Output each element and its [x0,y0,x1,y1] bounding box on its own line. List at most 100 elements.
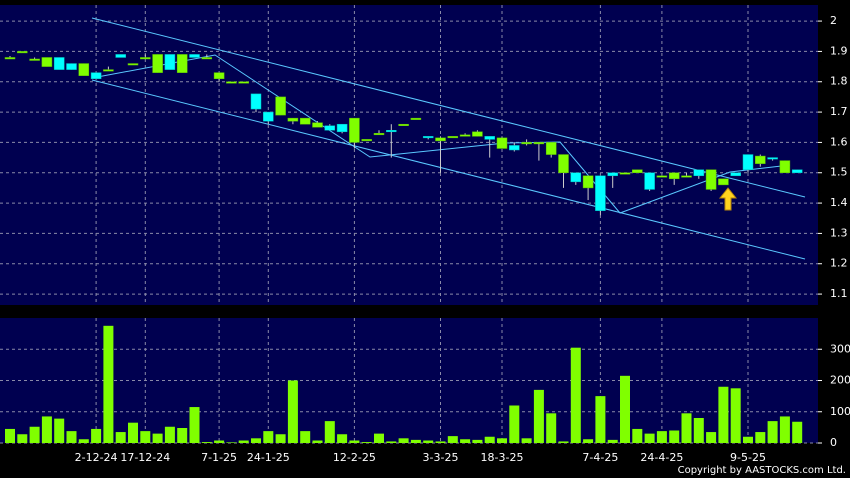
candle-body [791,169,803,173]
candle-body [78,63,90,76]
volume-bar [300,431,311,443]
candle-body [447,136,459,139]
candle-body [386,130,397,133]
candle-body [484,136,495,140]
volume-bar [312,440,323,443]
volume-bar [706,432,717,443]
candle-body [582,175,594,189]
volume-bar [521,438,532,443]
candle-body [656,175,668,178]
y-tick-label: 1.3 [830,226,848,239]
volume-bar [177,428,188,443]
volume-bar [533,389,544,443]
volume-bar [546,413,557,443]
candle-body [17,51,28,54]
candle-body [681,175,692,178]
volume-bar [607,439,618,443]
y-tick-label: 200 [830,374,850,387]
upper-channel [91,17,806,198]
volume-bar [5,428,15,443]
volume-bar [66,431,77,443]
candle-body [767,157,778,160]
volume-bar [779,416,790,443]
y-tick-label: 0 [830,436,837,449]
y-tick-label: 1.6 [830,135,848,148]
candle-body [4,57,16,60]
candle-body [668,172,680,180]
candle-body [238,81,249,84]
volume-bar [189,407,200,443]
candle-body [619,172,631,175]
candle-body [730,172,741,177]
candle-body [127,63,139,66]
y-tick-label: 1.9 [830,44,848,57]
candle-body [545,142,557,155]
volume-bar [324,421,335,443]
candle-body [66,63,77,70]
marks [4,51,803,443]
candle-body [164,54,176,70]
y-tick-label: 1.8 [830,75,848,88]
candle-body [533,142,545,145]
volume-bar [681,413,692,443]
volume-bar [152,433,163,443]
volume-bar [447,436,458,443]
candle-body [632,169,643,173]
copyright: Copyright by AASTOCKS.com Ltd. [678,465,846,476]
x-tick-label: 9-5-25 [730,451,766,464]
x-tick-label: 3-3-25 [423,451,459,464]
volume-bar [644,433,655,443]
volume-bar [755,432,766,443]
candle-body [115,54,126,58]
y-tick-label: 1.7 [830,105,848,118]
volume-bar [275,434,286,443]
candle-body [312,122,323,128]
volume-bar [374,433,384,443]
candle-body [361,139,372,142]
price-panel [0,5,818,305]
candle-body [607,172,618,177]
volume-bar [423,440,434,443]
candle-body [595,175,606,211]
candle-body [521,142,532,145]
candle-body [693,169,705,177]
x-tick-label: 17-12-24 [120,451,170,464]
candle-body [53,57,65,70]
candle-body [213,72,225,79]
candle-body [336,123,348,133]
volume-bar [140,431,151,443]
volume-bar [91,428,102,443]
volume-bar [472,439,483,443]
candle-body [349,117,360,143]
candle-body [398,123,409,126]
candle-body [29,58,40,61]
candle-body [176,54,188,73]
volume-bar [792,421,803,443]
volume-bar [115,432,126,443]
volume-bar [743,436,753,443]
volume-bar [620,375,630,443]
volume-bar [251,438,261,443]
candle-body [189,54,200,58]
volume-bar [410,439,421,443]
arrow-icon [718,187,738,211]
candle-body [705,169,717,190]
volume-bar [201,442,212,443]
grid [0,5,818,444]
volume-bar [17,434,28,443]
volume-bar [238,440,249,443]
candle-body [644,172,655,190]
volume-bar [287,380,298,443]
volume-bar [509,405,520,443]
volume-bar [558,441,569,443]
candle-body [509,145,520,151]
y-tick-label: 1.1 [830,287,848,300]
volume-bar [497,438,507,443]
candle-body [435,137,446,142]
volume-bar [214,440,225,443]
volume-bar [54,418,65,443]
candle-body [90,72,102,79]
candle-body [459,134,471,137]
volume-bar [349,440,360,443]
